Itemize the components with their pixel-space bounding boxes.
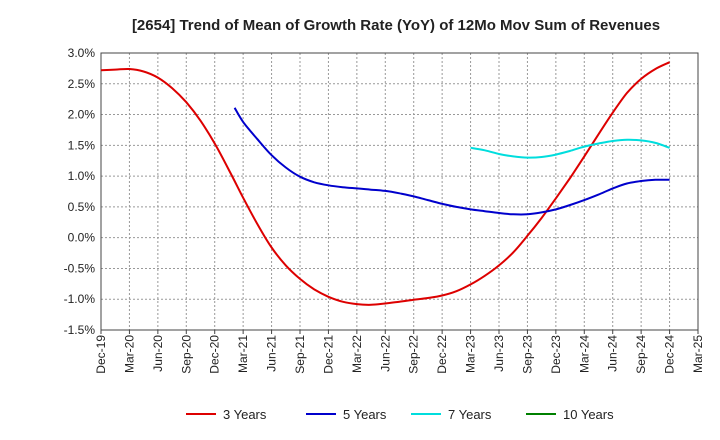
y-tick-label: 1.5% — [68, 138, 96, 152]
legend-label-7-years: 7 Years — [448, 407, 492, 422]
x-tick-label: Dec-19 — [94, 335, 108, 374]
x-tick-label: Jun-20 — [151, 335, 165, 372]
x-tick-label: Sep-21 — [293, 335, 307, 374]
x-tick-label: Dec-20 — [208, 335, 222, 374]
x-tick-label: Mar-20 — [122, 335, 136, 373]
x-tick-labels: Dec-19 Mar-20 Jun-20 Sep-20 Dec-20 Mar-21 Jun-… — [94, 335, 705, 374]
y-tick-labels: 3.0% 2.5% 2.0% 1.5% 1.0% 0.5% 0.0% -0.5% -1.0% -1… — [64, 46, 96, 337]
x-tick-label: Dec-21 — [321, 335, 335, 374]
legend-label-3-years: 3 Years — [223, 407, 267, 422]
x-tick-label: Mar-25 — [691, 335, 705, 373]
y-tick-label: 2.5% — [68, 77, 96, 91]
x-tick-label: Sep-23 — [520, 335, 534, 374]
x-tick-label: Jun-22 — [378, 335, 392, 372]
y-tick-label: 0.5% — [68, 200, 96, 214]
x-tick-label: Sep-22 — [407, 335, 421, 374]
series-line-7-years — [470, 138, 670, 159]
x-tick-label: Mar-23 — [464, 335, 478, 373]
x-tick-label: Dec-23 — [549, 335, 563, 374]
chart-title: [2654] Trend of Mean of Growth Rate (YoY… — [132, 17, 660, 34]
series-lines — [100, 61, 671, 306]
legend-label-10-years: 10 Years — [563, 407, 614, 422]
x-tick-label: Jun-23 — [492, 335, 506, 372]
x-tick-label: Mar-24 — [577, 335, 591, 373]
x-tick-label: Mar-22 — [350, 335, 364, 373]
y-tick-label: -0.5% — [64, 261, 96, 275]
plot-frame — [100, 52, 699, 331]
y-tick-label: -1.0% — [64, 292, 96, 306]
x-tick-label: Jun-21 — [265, 335, 279, 372]
y-tick-label: 2.0% — [68, 108, 96, 122]
y-tick-label: -1.5% — [64, 323, 96, 337]
y-tick-label: 1.0% — [68, 169, 96, 183]
series-line-3-years — [100, 61, 671, 306]
grid — [100, 52, 699, 331]
axes — [100, 52, 699, 334]
y-tick-label: 3.0% — [68, 46, 96, 60]
series-line-5-years — [233, 107, 670, 216]
x-tick-label: Jun-24 — [606, 335, 620, 372]
legend: 3 Years 5 Years 7 Years 10 Years — [186, 407, 614, 422]
x-tick-label: Dec-24 — [663, 335, 677, 374]
legend-label-5-years: 5 Years — [343, 407, 387, 422]
x-tick-label: Sep-24 — [634, 335, 648, 374]
x-tick-label: Sep-20 — [179, 335, 193, 374]
x-tick-label: Dec-22 — [435, 335, 449, 374]
y-tick-label: 0.0% — [68, 231, 96, 245]
x-tick-label: Mar-21 — [236, 335, 250, 373]
